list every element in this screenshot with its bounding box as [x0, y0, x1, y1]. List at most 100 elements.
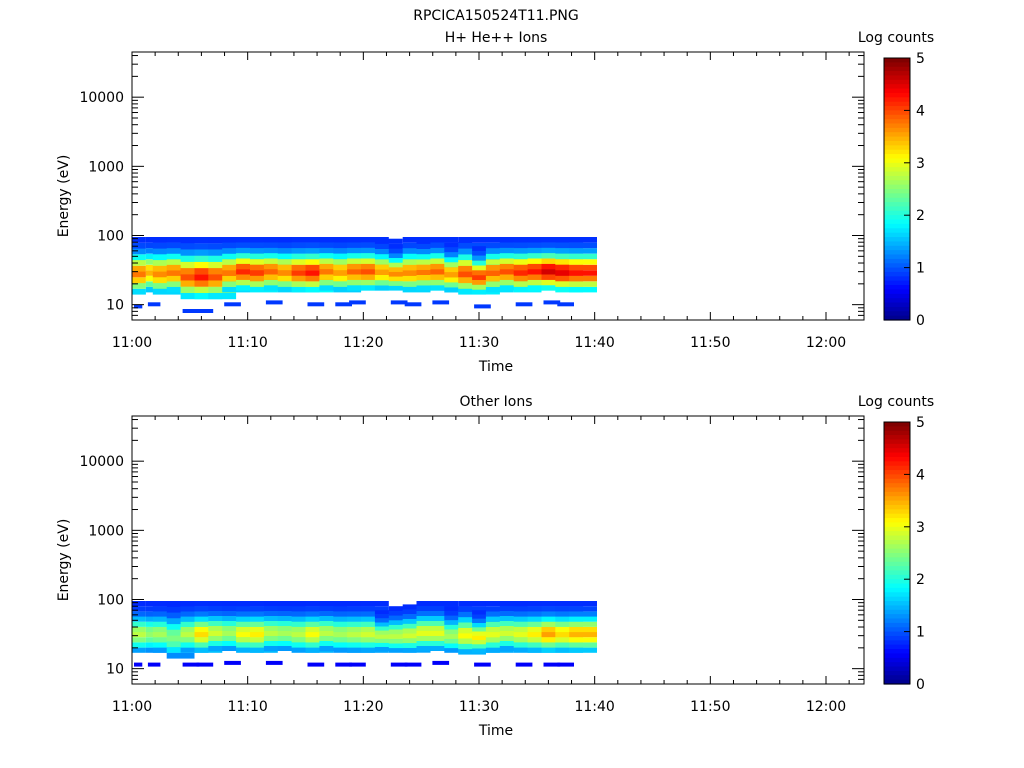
colorbar-swatch	[884, 245, 910, 251]
heatmap-cell	[307, 302, 325, 307]
heatmap-cell	[444, 247, 473, 253]
colorbar-swatch	[884, 298, 910, 304]
colorbar-swatch	[884, 422, 910, 427]
x-tick-label: 12:00	[806, 335, 846, 351]
heatmap-cell	[569, 621, 597, 627]
heatmap-cell	[388, 262, 417, 268]
heatmap-cell	[569, 237, 597, 243]
colorbar-swatch	[884, 439, 910, 445]
heatmap-cell	[388, 258, 417, 263]
colorbar-tick-label: 2	[916, 208, 925, 224]
heatmap-cell	[569, 264, 597, 271]
heatmap-cell	[499, 646, 528, 651]
panel-title: Other Ions	[459, 394, 532, 410]
colorbar-swatch	[884, 435, 910, 441]
heatmap-cell	[499, 606, 528, 611]
heatmap-cell	[404, 302, 422, 307]
spectrogram-cells	[132, 601, 597, 667]
colorbar-tick-label: 2	[916, 572, 925, 588]
colorbar-swatch	[884, 622, 910, 628]
heatmap-cell	[361, 606, 389, 612]
colorbar-swatch	[884, 561, 910, 567]
colorbar-swatch	[884, 675, 910, 681]
heatmap-cell	[569, 286, 597, 293]
colorbar-swatch	[884, 228, 910, 234]
heatmap-cell	[569, 270, 597, 276]
x-tick-label: 11:30	[459, 699, 499, 715]
colorbar-swatch	[884, 579, 910, 585]
heatmap-cell	[404, 662, 422, 667]
heatmap-cell	[132, 616, 146, 622]
colorbar-swatch	[884, 71, 910, 77]
heatmap-cell	[134, 662, 143, 667]
heatmap-cell	[444, 267, 473, 273]
y-tick-label: 100	[97, 228, 124, 244]
heatmap-cell	[388, 610, 417, 616]
heatmap-cell	[132, 621, 146, 627]
heatmap-cell	[265, 660, 283, 665]
heatmap-cell	[208, 293, 237, 300]
colorbar-swatch	[884, 500, 910, 506]
colorbar: 0 1 2 3 4 5	[883, 51, 925, 329]
colorbar-swatch	[884, 258, 910, 264]
heatmap-cell	[349, 300, 366, 305]
colorbar-swatch	[884, 662, 910, 668]
heatmap-cell	[569, 611, 597, 617]
colorbar-swatch	[884, 470, 910, 475]
colorbar-swatch	[884, 518, 910, 524]
heatmap-cell	[499, 631, 528, 636]
colorbar-label: Log counts	[858, 30, 934, 46]
heatmap-cell	[444, 638, 473, 644]
heatmap-cell	[432, 300, 450, 305]
heatmap-cell	[555, 242, 584, 249]
heatmap-cell	[444, 610, 473, 616]
colorbar-swatch	[884, 509, 910, 515]
y-tick-label: 10	[106, 298, 124, 314]
heatmap-cell	[555, 606, 584, 612]
y-axis: 10 100 1000 10000	[79, 55, 864, 321]
heatmap-cell	[543, 662, 561, 667]
heatmap-cell	[555, 264, 584, 271]
x-tick-label: 11:40	[574, 699, 614, 715]
heatmap-cell	[444, 648, 473, 653]
colorbar-swatch	[884, 487, 910, 493]
heatmap-cell	[569, 637, 597, 643]
heatmap-cell	[499, 626, 528, 631]
heatmap-cell	[474, 304, 491, 309]
heatmap-cell	[388, 629, 417, 635]
colorbar-tick-label: 3	[916, 520, 925, 536]
colorbar-swatch	[884, 106, 910, 111]
heatmap-cell	[555, 259, 584, 265]
x-tick-label: 11:50	[690, 699, 730, 715]
heatmap-cell	[134, 304, 143, 309]
panel-title: H+ He++ Ions	[445, 30, 548, 46]
colorbar-swatch	[884, 306, 910, 312]
heatmap-cell	[569, 253, 597, 260]
colorbar-frame	[883, 421, 911, 685]
colorbar: 0 1 2 3 4 5	[883, 415, 925, 693]
colorbar-swatch	[884, 289, 910, 295]
plot-frame	[131, 51, 865, 321]
colorbar-tick-label: 1	[916, 261, 925, 277]
colorbar-swatch	[884, 566, 910, 572]
heatmap-cell	[132, 248, 146, 255]
heatmap-cell	[569, 601, 597, 607]
colorbar-swatch	[884, 250, 910, 256]
heatmap-cell	[444, 615, 473, 621]
colorbar-swatch	[884, 154, 910, 160]
heatmap-cell	[182, 662, 200, 667]
heatmap-cell	[569, 275, 597, 282]
colorbar-swatch	[884, 474, 910, 480]
colorbar-swatch	[884, 605, 910, 611]
colorbar-swatch	[884, 644, 910, 650]
colorbar-swatch	[884, 237, 910, 242]
colorbar-swatch	[884, 315, 910, 321]
colorbar-swatch	[884, 280, 910, 286]
heatmap-cell	[555, 270, 584, 276]
heatmap-cell	[444, 277, 473, 283]
colorbar-swatch	[884, 162, 910, 168]
plot-frame	[131, 415, 865, 685]
colorbar-swatch	[884, 97, 910, 103]
colorbar-swatch	[884, 189, 910, 194]
heatmap-cell	[132, 637, 146, 643]
